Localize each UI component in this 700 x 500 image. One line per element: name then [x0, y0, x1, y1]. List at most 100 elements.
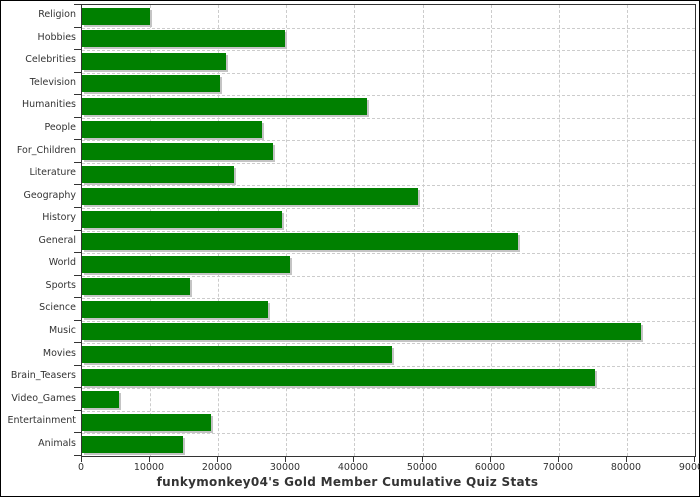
y-axis-label: Movies	[42, 347, 76, 359]
y-tick-mark	[74, 49, 81, 50]
y-tick-mark	[74, 275, 81, 276]
y-tick-mark	[74, 410, 81, 411]
y-axis-label: Humanities	[21, 99, 76, 111]
y-gridline	[82, 388, 695, 390]
bar-general	[82, 233, 518, 251]
y-tick-mark	[74, 252, 81, 253]
x-tick-mark	[422, 456, 423, 462]
bar-animals	[82, 436, 183, 454]
x-axis-label: 80000	[610, 462, 642, 473]
x-axis-label: 40000	[337, 462, 369, 473]
bar-sports	[82, 278, 190, 296]
x-tick-mark	[149, 456, 150, 462]
y-tick-mark	[74, 387, 81, 388]
y-axis-label: Video_Games	[11, 392, 76, 404]
x-tick-mark	[81, 456, 82, 462]
y-axis-label: Geography	[23, 189, 76, 201]
bar-humanities	[82, 97, 367, 115]
x-axis-label: 30000	[269, 462, 301, 473]
bar-video_games	[82, 391, 119, 409]
y-axis-label: Music	[48, 324, 76, 336]
y-axis-label: General	[38, 234, 76, 246]
x-tick-mark	[558, 456, 559, 462]
y-gridline	[82, 185, 695, 187]
y-axis-label: Brain_Teasers	[10, 370, 76, 382]
y-gridline	[82, 27, 695, 29]
y-tick-mark	[74, 365, 81, 366]
x-tick-mark	[217, 456, 218, 462]
y-axis-label: Animals	[38, 437, 76, 449]
y-axis-label: History	[42, 212, 76, 224]
y-axis-label: Religion	[38, 9, 76, 21]
y-axis-label: Celebrities	[25, 54, 76, 66]
y-axis-label: For_Children	[16, 144, 76, 156]
y-gridline	[82, 253, 695, 255]
y-gridline	[82, 162, 695, 164]
bar-geography	[82, 188, 418, 206]
y-gridline	[82, 275, 695, 277]
y-gridline	[82, 365, 695, 367]
bar-science	[82, 300, 268, 318]
chart-title: funkymonkey04's Gold Member Cumulative Q…	[156, 475, 539, 489]
bar-movies	[82, 346, 392, 364]
y-tick-mark	[74, 230, 81, 231]
bar-brain_teasers	[82, 368, 595, 386]
bar-world	[82, 255, 290, 273]
y-tick-mark	[74, 139, 81, 140]
x-axis-label: 50000	[406, 462, 438, 473]
y-gridline	[82, 140, 695, 142]
y-tick-mark	[74, 207, 81, 208]
y-gridline	[82, 230, 695, 232]
y-tick-mark	[74, 27, 81, 28]
x-axis-label: 20000	[201, 462, 233, 473]
x-axis-label: 60000	[474, 462, 506, 473]
x-axis-label: 70000	[542, 462, 574, 473]
x-tick-mark	[626, 456, 627, 462]
x-tick-mark	[694, 456, 695, 462]
y-gridline	[82, 72, 695, 74]
y-gridline	[82, 343, 695, 345]
y-axis-label: Sports	[45, 279, 76, 291]
bar-literature	[82, 165, 234, 183]
bar-for_children	[82, 143, 273, 161]
x-axis-label: 90000	[678, 462, 700, 473]
bar-hobbies	[82, 30, 285, 48]
y-axis-label: World	[48, 257, 76, 269]
y-gridline	[82, 95, 695, 97]
y-axis-label: Television	[29, 76, 76, 88]
bar-celebrities	[82, 52, 226, 70]
y-tick-mark	[74, 455, 81, 456]
x-tick-mark	[353, 456, 354, 462]
y-axis-label: Literature	[29, 167, 76, 179]
y-gridline	[82, 117, 695, 119]
x-axis-label: 10000	[133, 462, 165, 473]
y-tick-mark	[74, 117, 81, 118]
y-axis-label: Science	[39, 302, 76, 314]
bar-music	[82, 323, 641, 341]
y-tick-mark	[74, 184, 81, 185]
y-gridline	[82, 207, 695, 209]
bar-entertainment	[82, 413, 211, 431]
x-tick-mark	[285, 456, 286, 462]
y-gridline	[82, 433, 695, 435]
y-gridline	[82, 320, 695, 322]
y-axis-label: People	[44, 122, 76, 134]
y-gridline	[82, 298, 695, 300]
y-tick-mark	[74, 320, 81, 321]
y-tick-mark	[74, 162, 81, 163]
bar-people	[82, 120, 262, 138]
y-gridline	[82, 50, 695, 52]
y-axis-label: Hobbies	[37, 31, 76, 43]
y-tick-mark	[74, 297, 81, 298]
y-tick-mark	[74, 72, 81, 73]
bar-history	[82, 210, 282, 228]
y-tick-mark	[74, 342, 81, 343]
y-tick-mark	[74, 4, 81, 5]
x-axis-label: 0	[77, 462, 85, 473]
y-tick-mark	[74, 432, 81, 433]
y-tick-mark	[74, 94, 81, 95]
bar-religion	[82, 7, 150, 25]
plot-area	[81, 4, 696, 457]
y-axis-label: Entertainment	[7, 415, 76, 427]
